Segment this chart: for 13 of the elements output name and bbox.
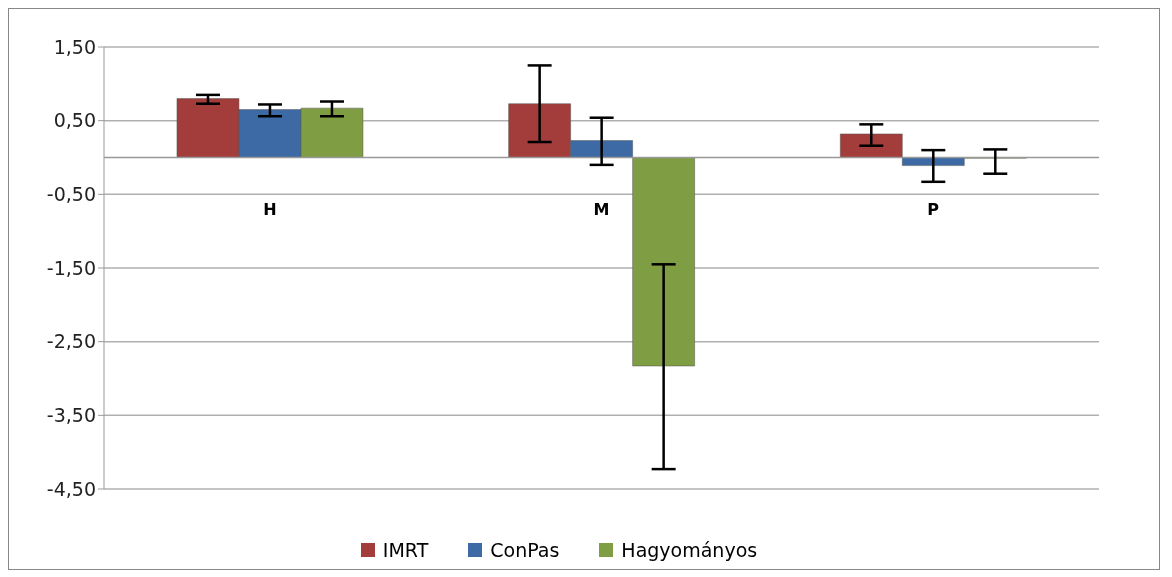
y-tick-label: -4,50 [46,477,96,500]
y-tick-label: -0,50 [46,183,96,206]
legend-label: IMRT [382,539,429,561]
x-tick-label: P [927,199,940,219]
y-tick-label: -1,50 [46,256,96,279]
legend-label: ConPas [490,539,560,561]
y-tick-label: 1,50 [53,35,96,58]
x-tick-label: H [263,199,277,219]
y-tick-label: 0,50 [53,109,96,132]
y-tick-label: -2,50 [46,330,96,353]
legend-label: Hagyományos [621,539,758,561]
x-tick-label: M [593,199,610,219]
y-tick-label: -3,50 [46,404,96,427]
